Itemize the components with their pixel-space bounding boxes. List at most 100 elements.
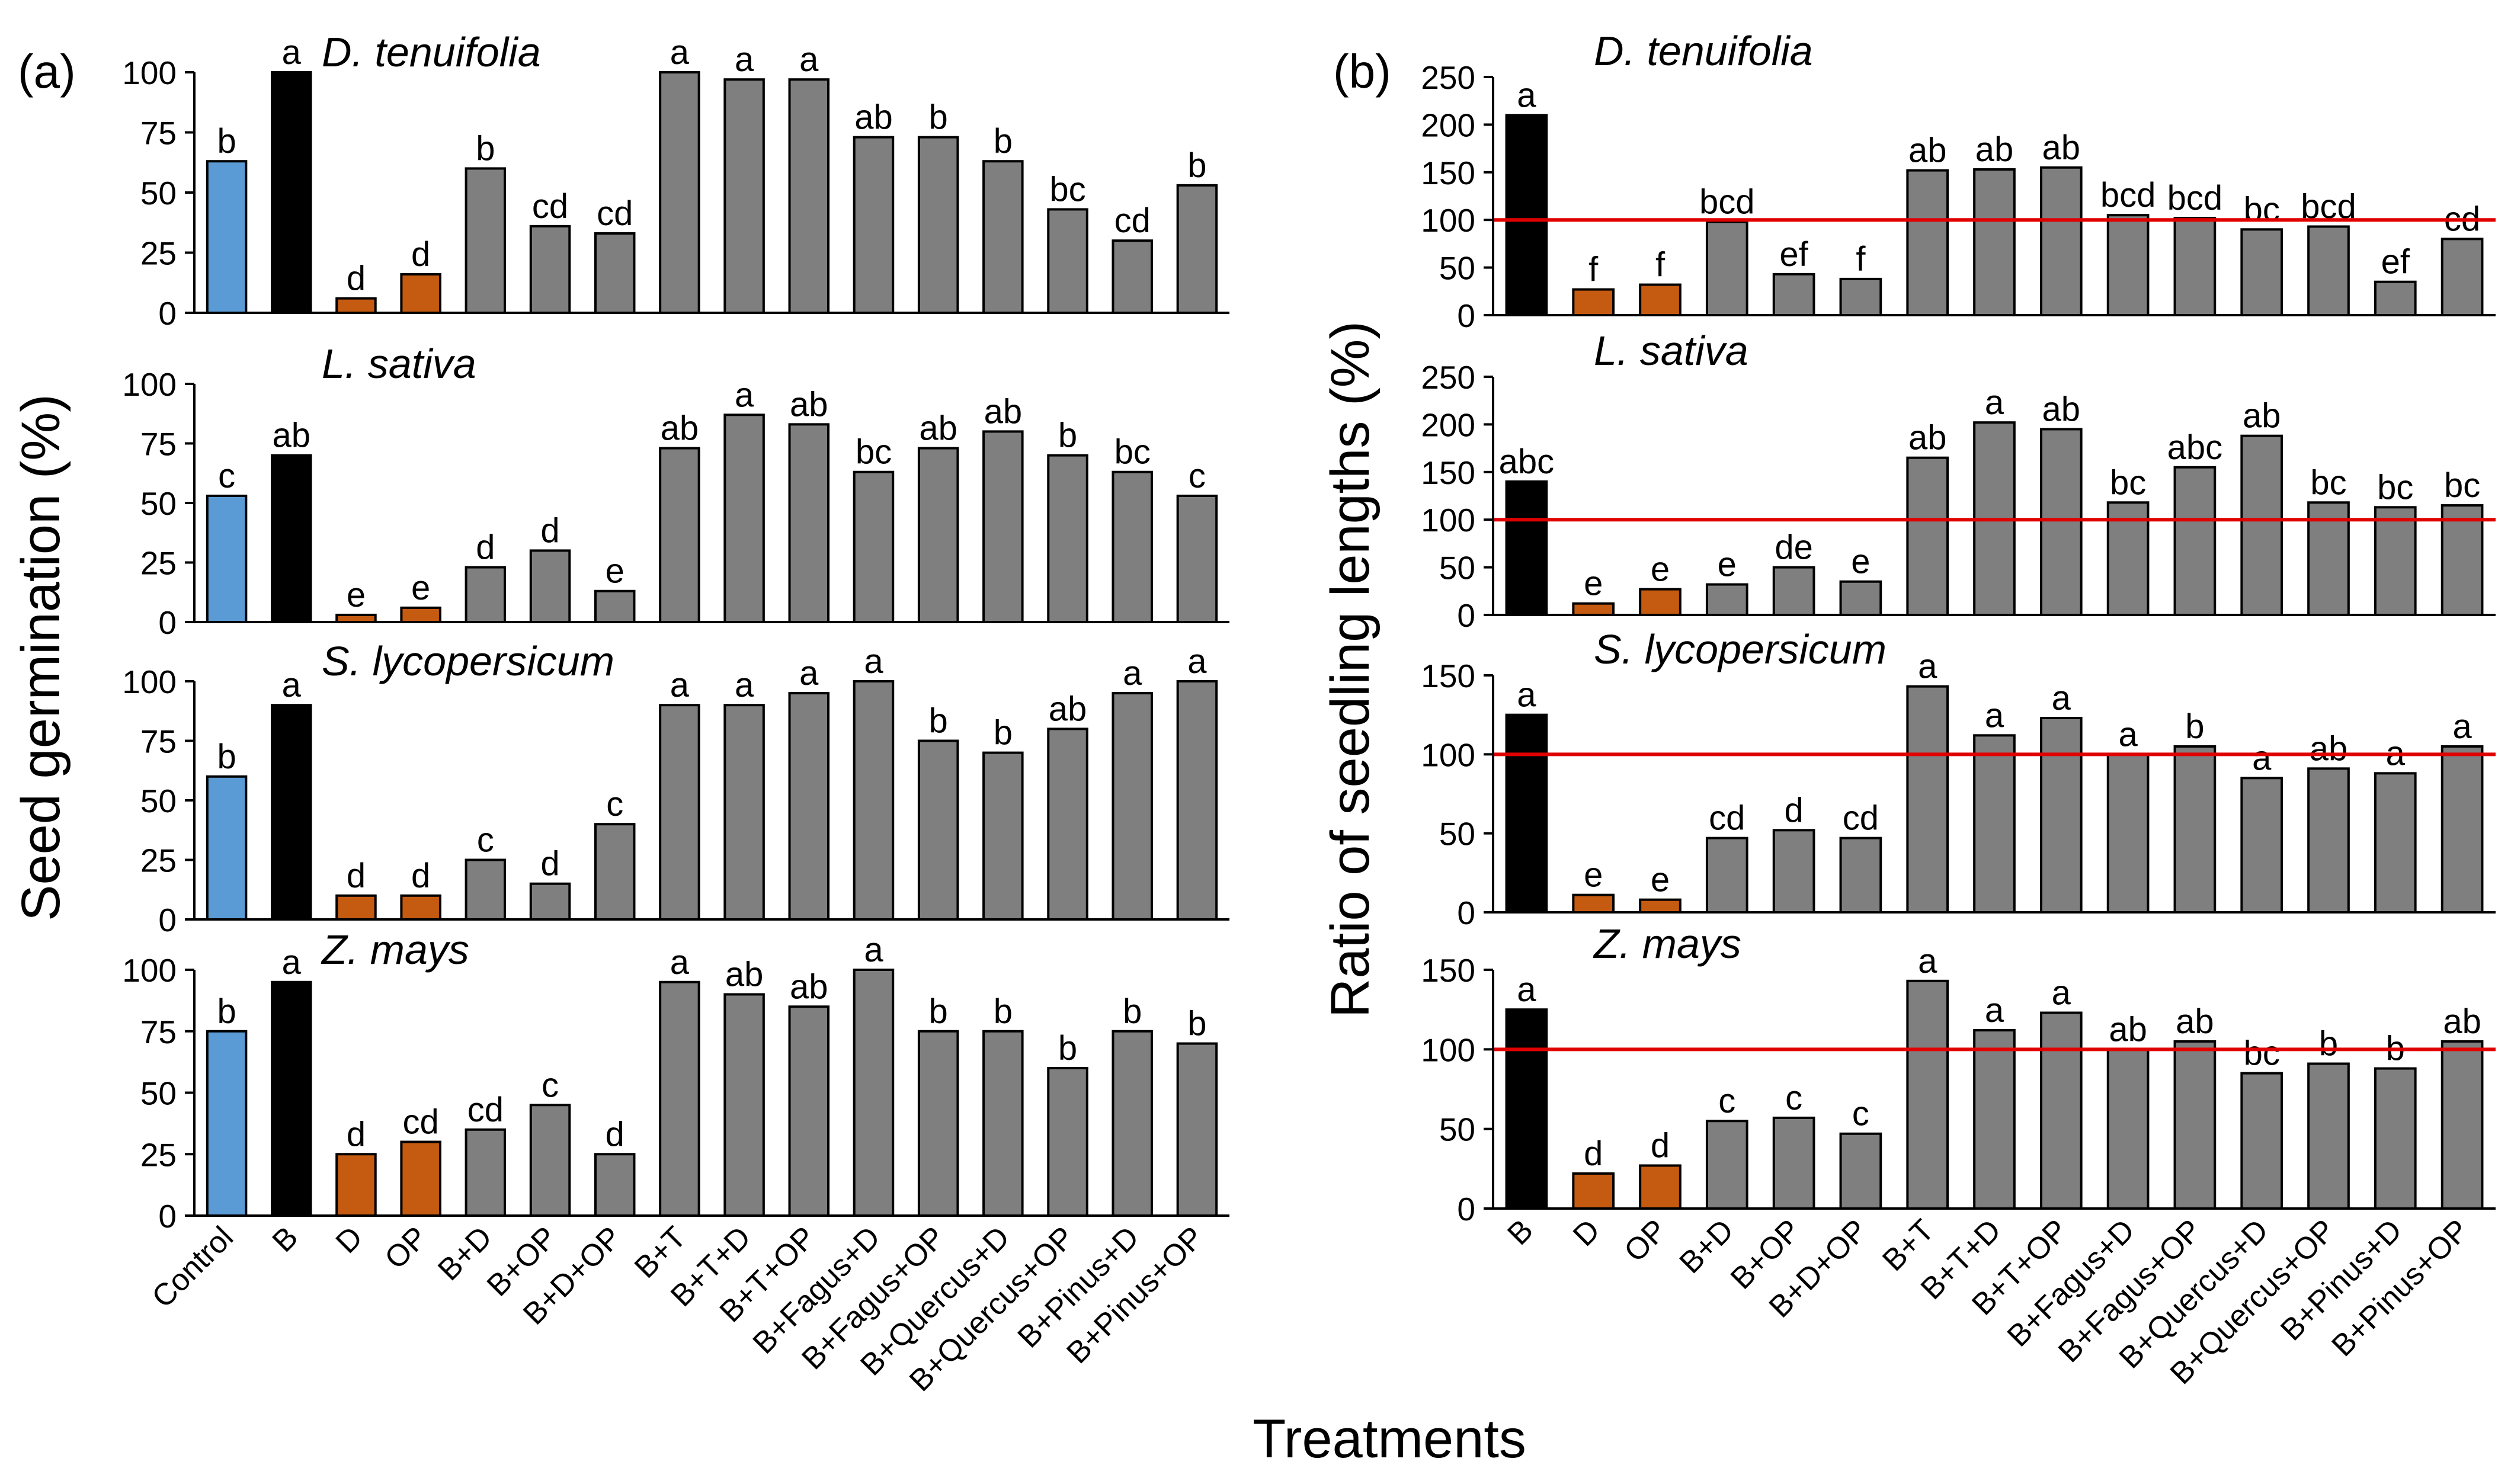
bar-B+Quercus+OP: [2307, 1062, 2350, 1210]
bar-B+T+OP: [788, 692, 830, 921]
x-tick-label: B: [266, 1220, 305, 1259]
bar-B+Quercus+OP: [2307, 225, 2350, 316]
bar-letter-label: a: [1187, 642, 1207, 681]
y-tick-label: 75: [140, 723, 177, 760]
bar-letter-label: a: [799, 40, 819, 79]
bar-letter-label: cd: [467, 1091, 504, 1129]
bar-letter-label: b: [994, 992, 1013, 1031]
bar-letter-label: cd: [597, 194, 633, 233]
bar-letter-label: a: [1517, 76, 1536, 114]
bar-B+T+OP: [788, 423, 830, 624]
bar-letter-label: c: [1785, 1079, 1802, 1117]
bar-B+D+OP: [594, 232, 636, 314]
bar-B+T+D: [723, 78, 765, 314]
bar-B: [271, 71, 312, 314]
bar-letter-label: e: [1584, 856, 1603, 895]
bar-letter-label: b: [929, 702, 948, 741]
bar-letter-label: bc: [2110, 463, 2146, 502]
bar-letter-label: d: [411, 235, 430, 274]
y-tick-label: 50: [140, 485, 177, 522]
x-tick-label: OP: [1618, 1213, 1673, 1268]
bar-letter-label: e: [1851, 543, 1870, 581]
bar-B+Quercus+D: [2240, 777, 2283, 914]
bar-letter-label: d: [606, 1115, 624, 1153]
bar-letter-label: ab: [2310, 729, 2348, 768]
bar-B+Quercus+OP: [2307, 767, 2350, 914]
bar-OP: [400, 1140, 441, 1217]
bar-letter-label: d: [1784, 791, 1803, 829]
bar-B+OP: [529, 549, 571, 624]
bar-letter-label: b: [217, 992, 236, 1031]
y-tick-label: 100: [122, 952, 177, 989]
bar-B+Fagus+OP: [2173, 216, 2217, 317]
bar-B+Pinus+D: [1112, 239, 1153, 315]
chart-title: Z. mays: [1593, 921, 1741, 967]
bar-letter-label: a: [282, 943, 302, 982]
bar-letter-label: e: [347, 576, 366, 614]
bar-B+Pinus+D: [2374, 280, 2417, 316]
bar-B+D: [1705, 1120, 1748, 1210]
bar-letter-label: abc: [1499, 443, 1555, 481]
bar-B: [1505, 713, 1548, 914]
bar-letter-label: c: [542, 1066, 559, 1104]
bar-letter-label: ab: [2176, 1002, 2214, 1041]
bar-B+Pinus+D: [2374, 506, 2417, 617]
bar-letter-label: a: [2452, 707, 2472, 746]
panel-label-a: (a): [18, 45, 76, 98]
bar-letter-label: c: [1852, 1095, 1869, 1133]
bar-B: [1505, 114, 1548, 316]
bar-B+T+D: [723, 993, 765, 1217]
bar-B+Pinus+OP: [2440, 1040, 2484, 1210]
y-tick-label: 100: [1421, 202, 1475, 239]
bar-letter-label: a: [735, 376, 754, 414]
bar-letter-label: b: [1058, 1029, 1077, 1068]
bar-letter-label: bcd: [1699, 182, 1755, 221]
chart-title: D. tenuifolia: [322, 29, 541, 75]
bar-letter-label: ab: [790, 385, 828, 424]
bar-D: [335, 297, 377, 315]
bar-OP: [400, 606, 441, 624]
bar-B+T: [1906, 169, 1949, 317]
bar-B: [271, 704, 312, 921]
bar-B+Fagus+OP: [917, 447, 959, 623]
y-tick-label: 150: [1421, 155, 1475, 191]
y-tick-label: 250: [1421, 59, 1475, 96]
bar-B+Pinus+OP: [1176, 184, 1218, 314]
bar-B+Fagus+D: [853, 136, 895, 314]
bar-B+T+D: [1973, 1029, 2016, 1210]
bar-letter-label: ab: [2109, 1010, 2147, 1049]
bar-letter-label: e: [1718, 546, 1737, 584]
bar-letter-label: bc: [856, 433, 892, 472]
y-tick-label: 200: [1421, 107, 1475, 143]
bar-B+D+OP: [1839, 836, 1882, 914]
bar-letter-label: ab: [2443, 1002, 2481, 1041]
bar-B+T+OP: [2039, 1011, 2083, 1210]
y-tick-label: 100: [122, 664, 177, 700]
bar-B+T: [1906, 456, 1949, 616]
bar-B+T: [1906, 979, 1949, 1210]
y-tick-label: 50: [140, 1075, 177, 1112]
bar-letter-label: a: [1985, 696, 2004, 735]
bar-B+D+OP: [1839, 277, 1882, 316]
bar-B+Fagus+OP: [2173, 466, 2217, 617]
bar-letter-label: cd: [1114, 201, 1151, 240]
bar-B+Pinus+OP: [1176, 680, 1218, 921]
bar-letter-label: a: [799, 654, 819, 693]
bar-B+Fagus+D: [853, 680, 895, 921]
bar-letter-label: bc: [2377, 468, 2413, 507]
bar-Control: [206, 775, 248, 921]
bar-D: [1572, 602, 1615, 616]
bar-letter-label: b: [217, 122, 236, 161]
bar-OP: [400, 273, 441, 315]
bar-letter-label: c: [606, 785, 623, 823]
bar-letter-label: c: [1189, 457, 1206, 495]
bar-D: [335, 894, 377, 921]
bar-letter-label: a: [1918, 942, 1937, 980]
bar-letter-label: c: [477, 821, 494, 860]
bar-letter-label: b: [994, 122, 1013, 161]
bar-B+Pinus+D: [1112, 470, 1153, 623]
bar-letter-label: b: [994, 714, 1013, 752]
bar-letter-label: a: [2052, 679, 2071, 717]
